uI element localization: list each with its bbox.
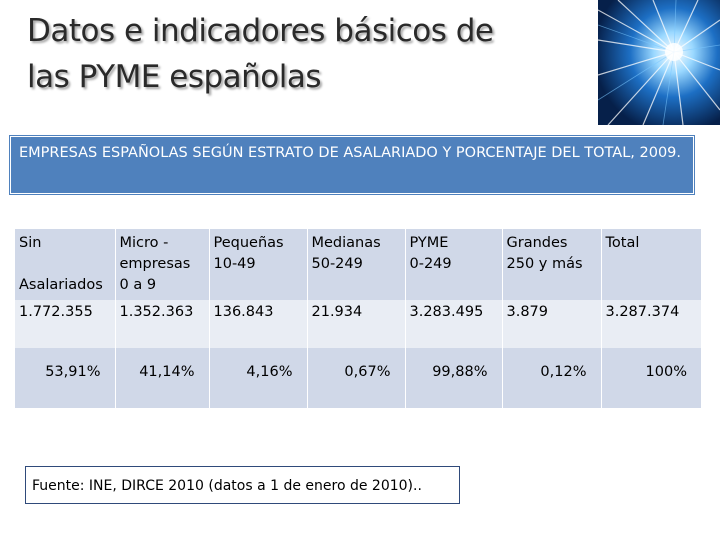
header-line: 250 y más xyxy=(506,256,583,272)
header-line: Total xyxy=(605,235,640,251)
count-cell: 3.283.495 xyxy=(404,300,502,348)
pyme-table: Sin Asalariados Micro - empresas 0 a 9 P… xyxy=(15,229,701,408)
header-line: 0 a 9 xyxy=(119,277,157,293)
title-line-2: las PYME españolas xyxy=(27,59,322,95)
header-cell: Sin Asalariados xyxy=(15,229,115,300)
header-line: PYME xyxy=(409,235,449,251)
header-line: Asalariados xyxy=(19,277,103,293)
percentage-row: 53,91% 41,14% 4,16% 0,67% 99,88% 0,12% 1… xyxy=(15,348,701,408)
percentage-cell: 53,91% xyxy=(15,348,115,408)
header-line: Pequeñas xyxy=(213,235,284,251)
percentage-cell: 99,88% xyxy=(404,348,502,408)
count-cell: 3.879 xyxy=(501,300,601,348)
percentage-cell: 0,12% xyxy=(501,348,601,408)
percentage-cell: 0,67% xyxy=(306,348,405,408)
count-cell: 136.843 xyxy=(208,300,307,348)
count-cell: 3.287.374 xyxy=(600,300,701,348)
header-line: empresas xyxy=(119,256,191,272)
header-cell: Pequeñas 10-49 xyxy=(208,229,307,300)
header-line: 50-249 xyxy=(311,256,363,272)
count-row: 1.772.355 1.352.363 136.843 21.934 3.283… xyxy=(15,300,701,348)
light-burst-image xyxy=(598,0,720,125)
count-cell: 1.772.355 xyxy=(15,300,115,348)
header-cell: Medianas 50-249 xyxy=(306,229,405,300)
light-burst-icon xyxy=(598,0,720,125)
header-line: 10-49 xyxy=(213,256,256,272)
header-cell: Grandes 250 y más xyxy=(501,229,601,300)
header-line: Medianas xyxy=(311,235,381,251)
percentage-cell: 4,16% xyxy=(208,348,307,408)
percentage-cell: 41,14% xyxy=(114,348,209,408)
source-note: Fuente: INE, DIRCE 2010 (datos a 1 de en… xyxy=(25,466,460,504)
percentage-cell: 100% xyxy=(600,348,701,408)
header-line: Sin xyxy=(19,235,42,251)
count-cell: 21.934 xyxy=(306,300,405,348)
header-cell: PYME 0-249 xyxy=(404,229,502,300)
header-line: 0-249 xyxy=(409,256,452,272)
title-line-1: Datos e indicadores básicos de xyxy=(27,13,494,49)
header-row: Sin Asalariados Micro - empresas 0 a 9 P… xyxy=(15,229,701,300)
header-cell: Micro - empresas 0 a 9 xyxy=(114,229,209,300)
header-line: Micro - xyxy=(119,235,169,251)
slide-title: Datos e indicadores básicos de las PYME … xyxy=(27,8,587,100)
header-cell: Total xyxy=(600,229,701,300)
count-cell: 1.352.363 xyxy=(114,300,209,348)
header-line: Grandes xyxy=(506,235,568,251)
table-caption: EMPRESAS ESPAÑOLAS SEGÚN ESTRATO DE ASAL… xyxy=(10,136,694,194)
